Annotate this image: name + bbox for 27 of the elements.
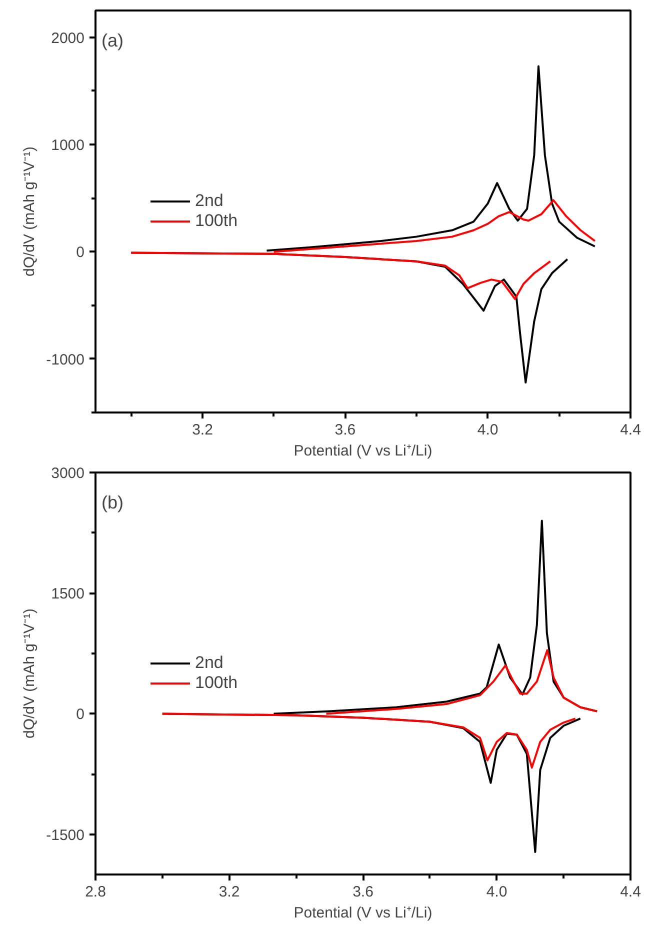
x-tick-label: 3.6 [334, 422, 356, 438]
x-tick-label: 3.2 [218, 884, 240, 900]
annotation: (a) [102, 30, 124, 50]
y-tick-label: 1500 [51, 586, 85, 603]
x-tick-label: 3.6 [352, 884, 374, 900]
x-tick-label: 4.4 [620, 422, 641, 438]
legend-label: 100th [195, 673, 238, 693]
annotation: (b) [102, 492, 124, 512]
y-tick-label: 2000 [51, 30, 85, 47]
x-tick-label: 4.0 [486, 884, 508, 900]
y-tick-label: 1000 [51, 137, 85, 154]
y-tick-label: 3000 [51, 465, 85, 482]
x-tick-label: 2.8 [85, 884, 106, 900]
y-tick-label: -1500 [46, 826, 85, 844]
legend-label: 100th [195, 211, 238, 231]
x-tick-label: 4.4 [620, 884, 641, 900]
y-tick-label: -1000 [46, 351, 85, 368]
legend-label: 2nd [195, 191, 224, 211]
x-tick-label: 4.0 [477, 422, 498, 438]
y-tick-label: 0 [76, 244, 84, 262]
x-axis-title: Potential (V vs Li⁺/Li) [294, 442, 432, 460]
y-tick-label: 0 [76, 706, 84, 724]
y-axis-title: dQ/dV (mAh g⁻¹V⁻¹) [21, 146, 38, 277]
y-axis-title: dQ/dV (mAh g⁻¹V⁻¹) [21, 608, 38, 739]
x-tick-label: 3.2 [192, 422, 213, 438]
x-axis-title: Potential (V vs Li⁺/Li) [294, 904, 432, 922]
legend-label: 2nd [195, 653, 224, 673]
